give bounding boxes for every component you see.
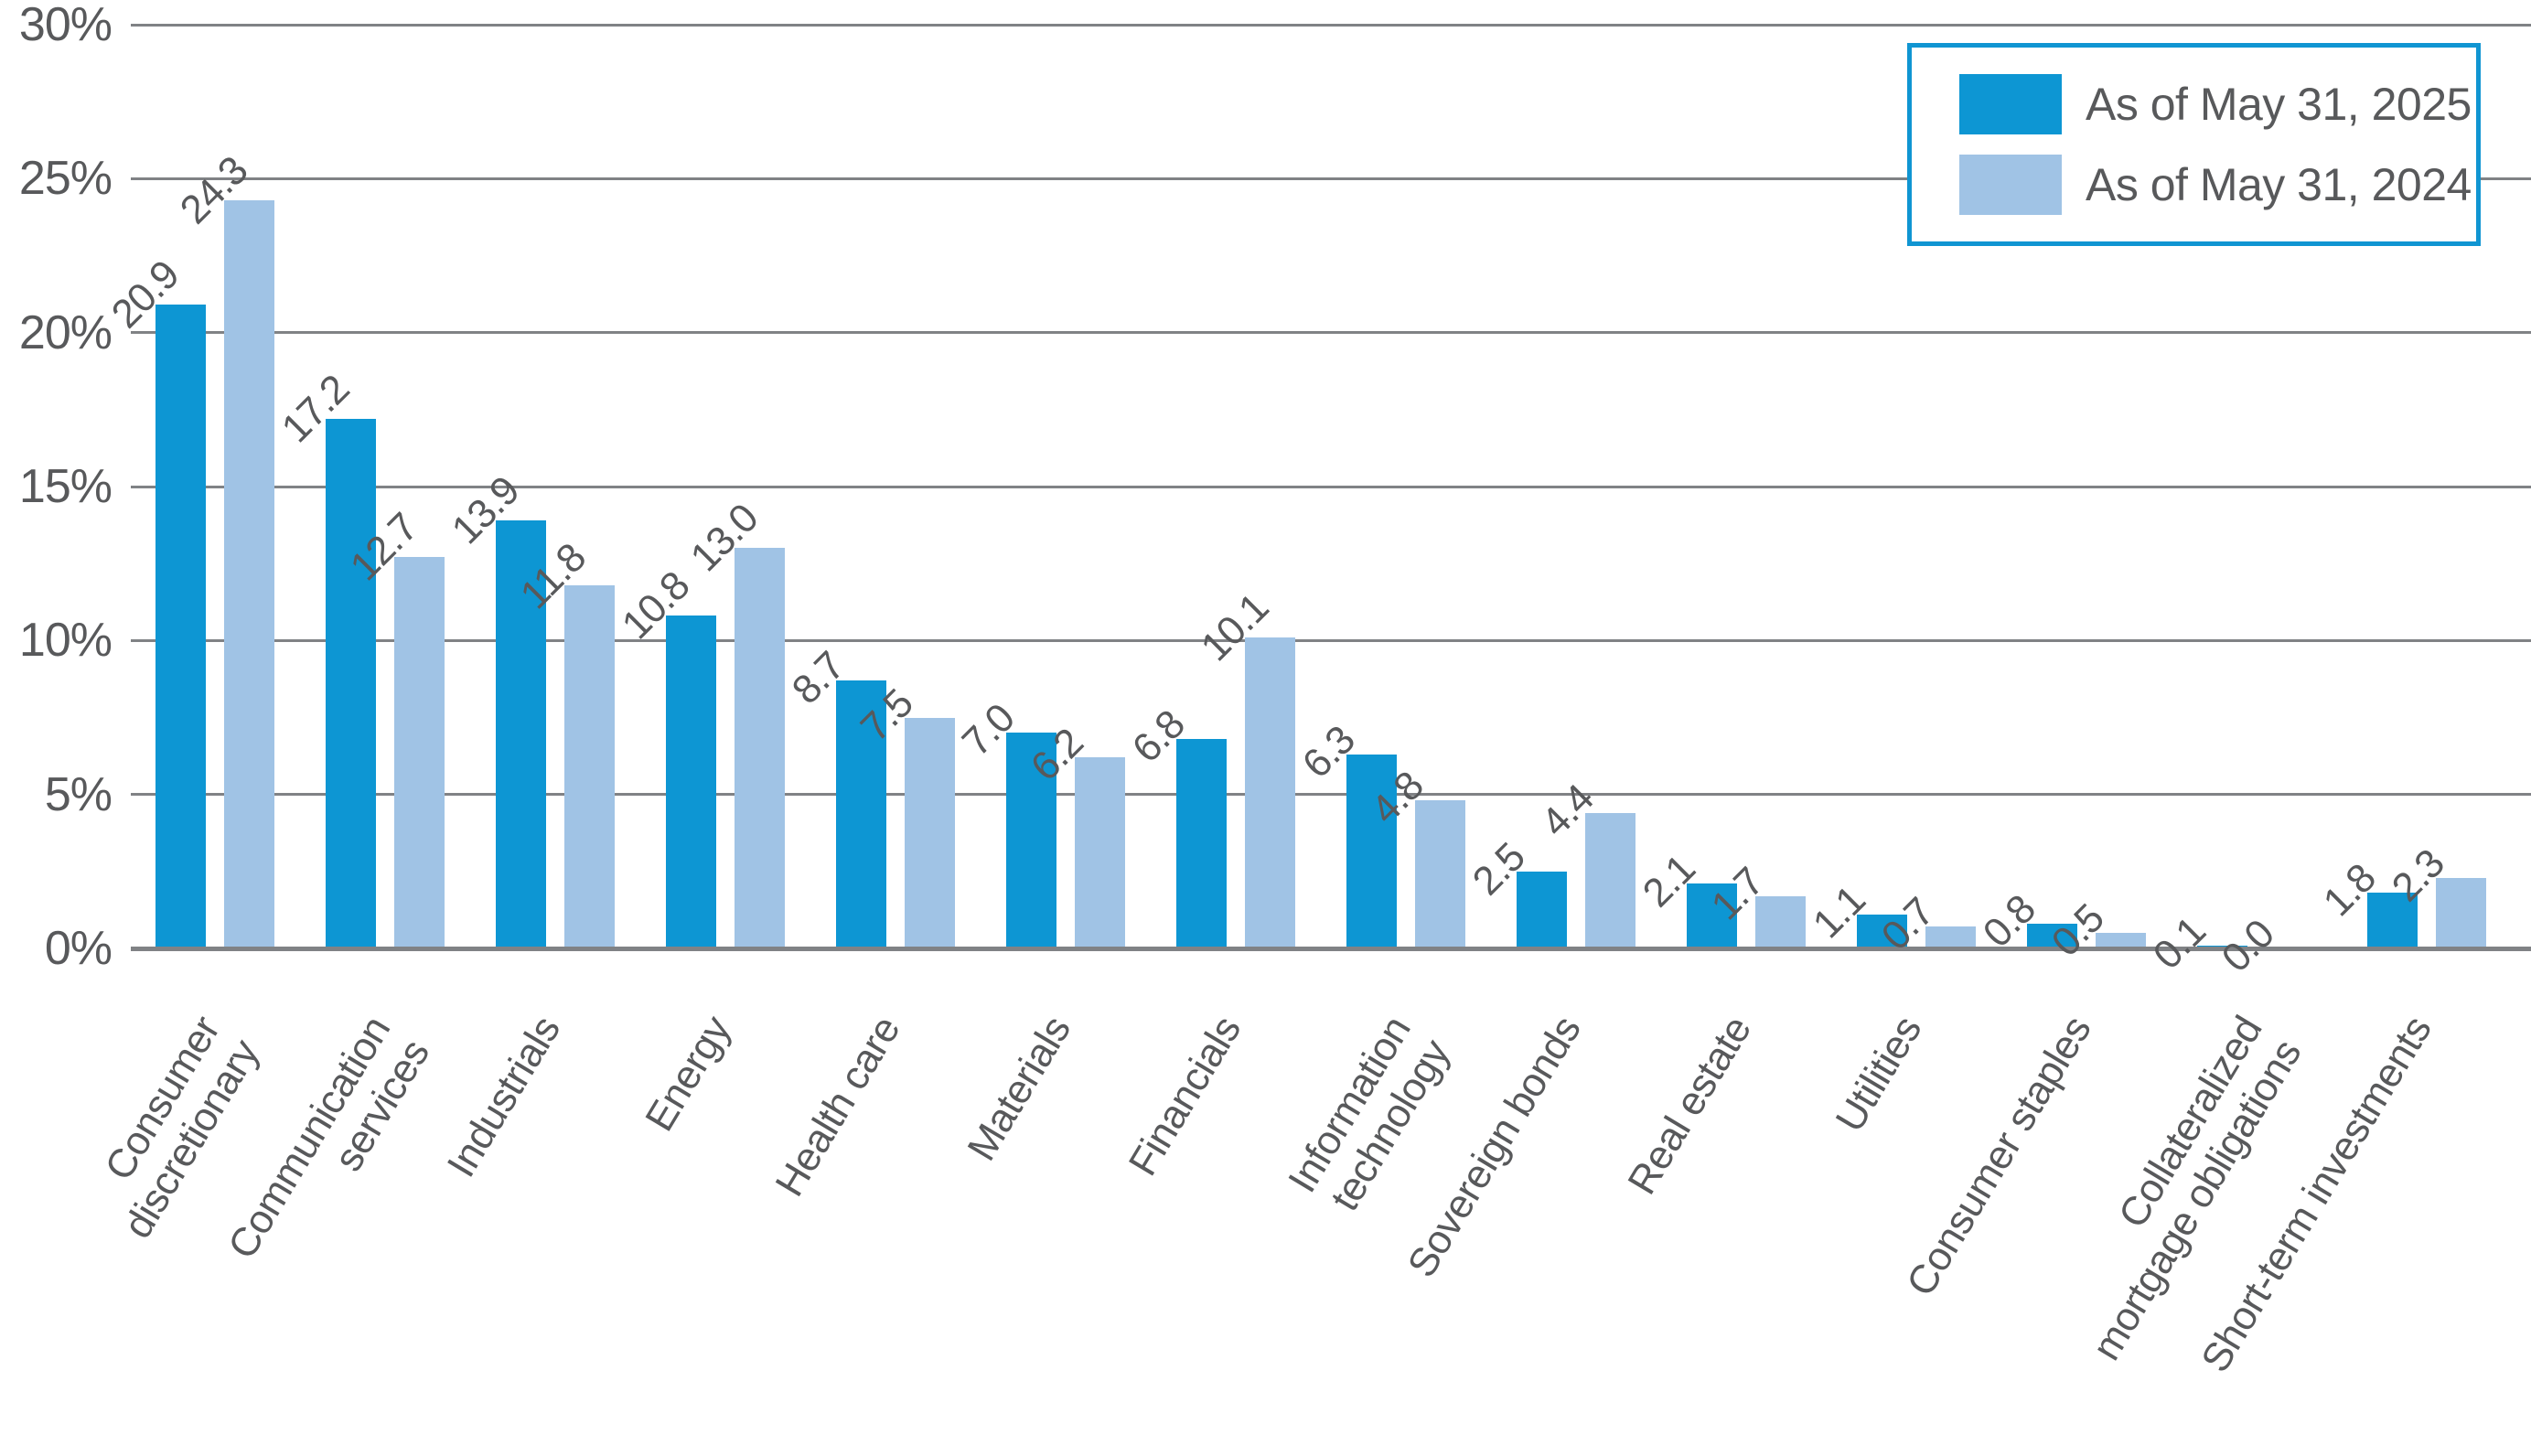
bar-2024 [905,717,955,948]
bar-2024 [735,548,785,948]
bar-2024 [1415,800,1465,948]
y-axis-tick-label: 10% [18,614,113,668]
gridline [131,177,2531,180]
legend-label-2024: As of May 31, 2024 [2086,159,2472,210]
bar-2024 [1925,926,1976,948]
bar-2025 [1517,871,1567,948]
y-axis-tick-label: 20% [18,305,113,359]
x-axis-tick-label: Energy [636,1009,740,1140]
legend-swatch-2024 [1959,155,2062,215]
bar-value-label: 0.1 [2144,908,2215,978]
bar-2025 [1346,754,1397,948]
bar-2024 [2436,877,2486,948]
legend-swatch-2025 [1959,74,2062,134]
legend: As of May 31, 2025 As of May 31, 2024 [1907,43,2481,246]
bar-2024 [2096,933,2146,948]
x-axis-tick-label: Financials [1120,1009,1250,1183]
bar-2024 [394,557,445,948]
y-axis-tick-label: 0% [44,922,113,975]
gridline [131,638,2531,642]
bar-2024 [1245,637,1295,948]
y-axis-tick-label: 5% [44,767,113,821]
bar-2024 [564,584,615,948]
gridline [131,23,2531,27]
bar-2025 [1687,883,1737,948]
y-axis-tick-label: 25% [18,152,113,206]
legend-label-2025: As of May 31, 2025 [2086,79,2472,130]
bar-2025 [496,520,546,948]
bar-value-label: 0.0 [2213,911,2283,981]
y-axis-tick-label: 30% [18,0,113,51]
bar-2025 [1176,739,1227,948]
bar-2025 [1006,733,1056,948]
bar-2024 [1585,812,1635,948]
gridline [131,793,2531,797]
bar-2025 [2367,893,2418,948]
bar-2024 [1075,757,1125,948]
x-axis-tick-label: Materials [959,1009,1080,1169]
x-axis-tick-label: Real estate [1619,1009,1761,1203]
bar-2024 [224,199,274,948]
x-axis-tick-label: Health care [767,1009,910,1204]
x-axis-tick-label: Information technology [1280,1009,1459,1218]
bar-value-label: 0.5 [2043,895,2113,966]
x-axis-line [131,947,2531,951]
bar-2024 [1755,895,1806,948]
x-axis-tick-label: Consumer staples [1898,1009,2101,1304]
legend-item-2024: As of May 31, 2024 [1959,155,2476,215]
gridline [131,485,2531,488]
y-axis-tick-label: 15% [18,460,113,513]
bar-2025 [1857,914,1907,948]
bar-2025 [836,680,886,948]
legend-item-2025: As of May 31, 2025 [1959,74,2476,134]
bar-2025 [156,305,206,948]
bar-2025 [666,616,716,948]
x-axis-tick-label: Industrials [438,1009,570,1185]
bar-2025 [326,418,376,948]
x-axis-tick-label: Utilities [1827,1009,1931,1140]
gridline [131,331,2531,335]
bar-2025 [2027,924,2077,948]
